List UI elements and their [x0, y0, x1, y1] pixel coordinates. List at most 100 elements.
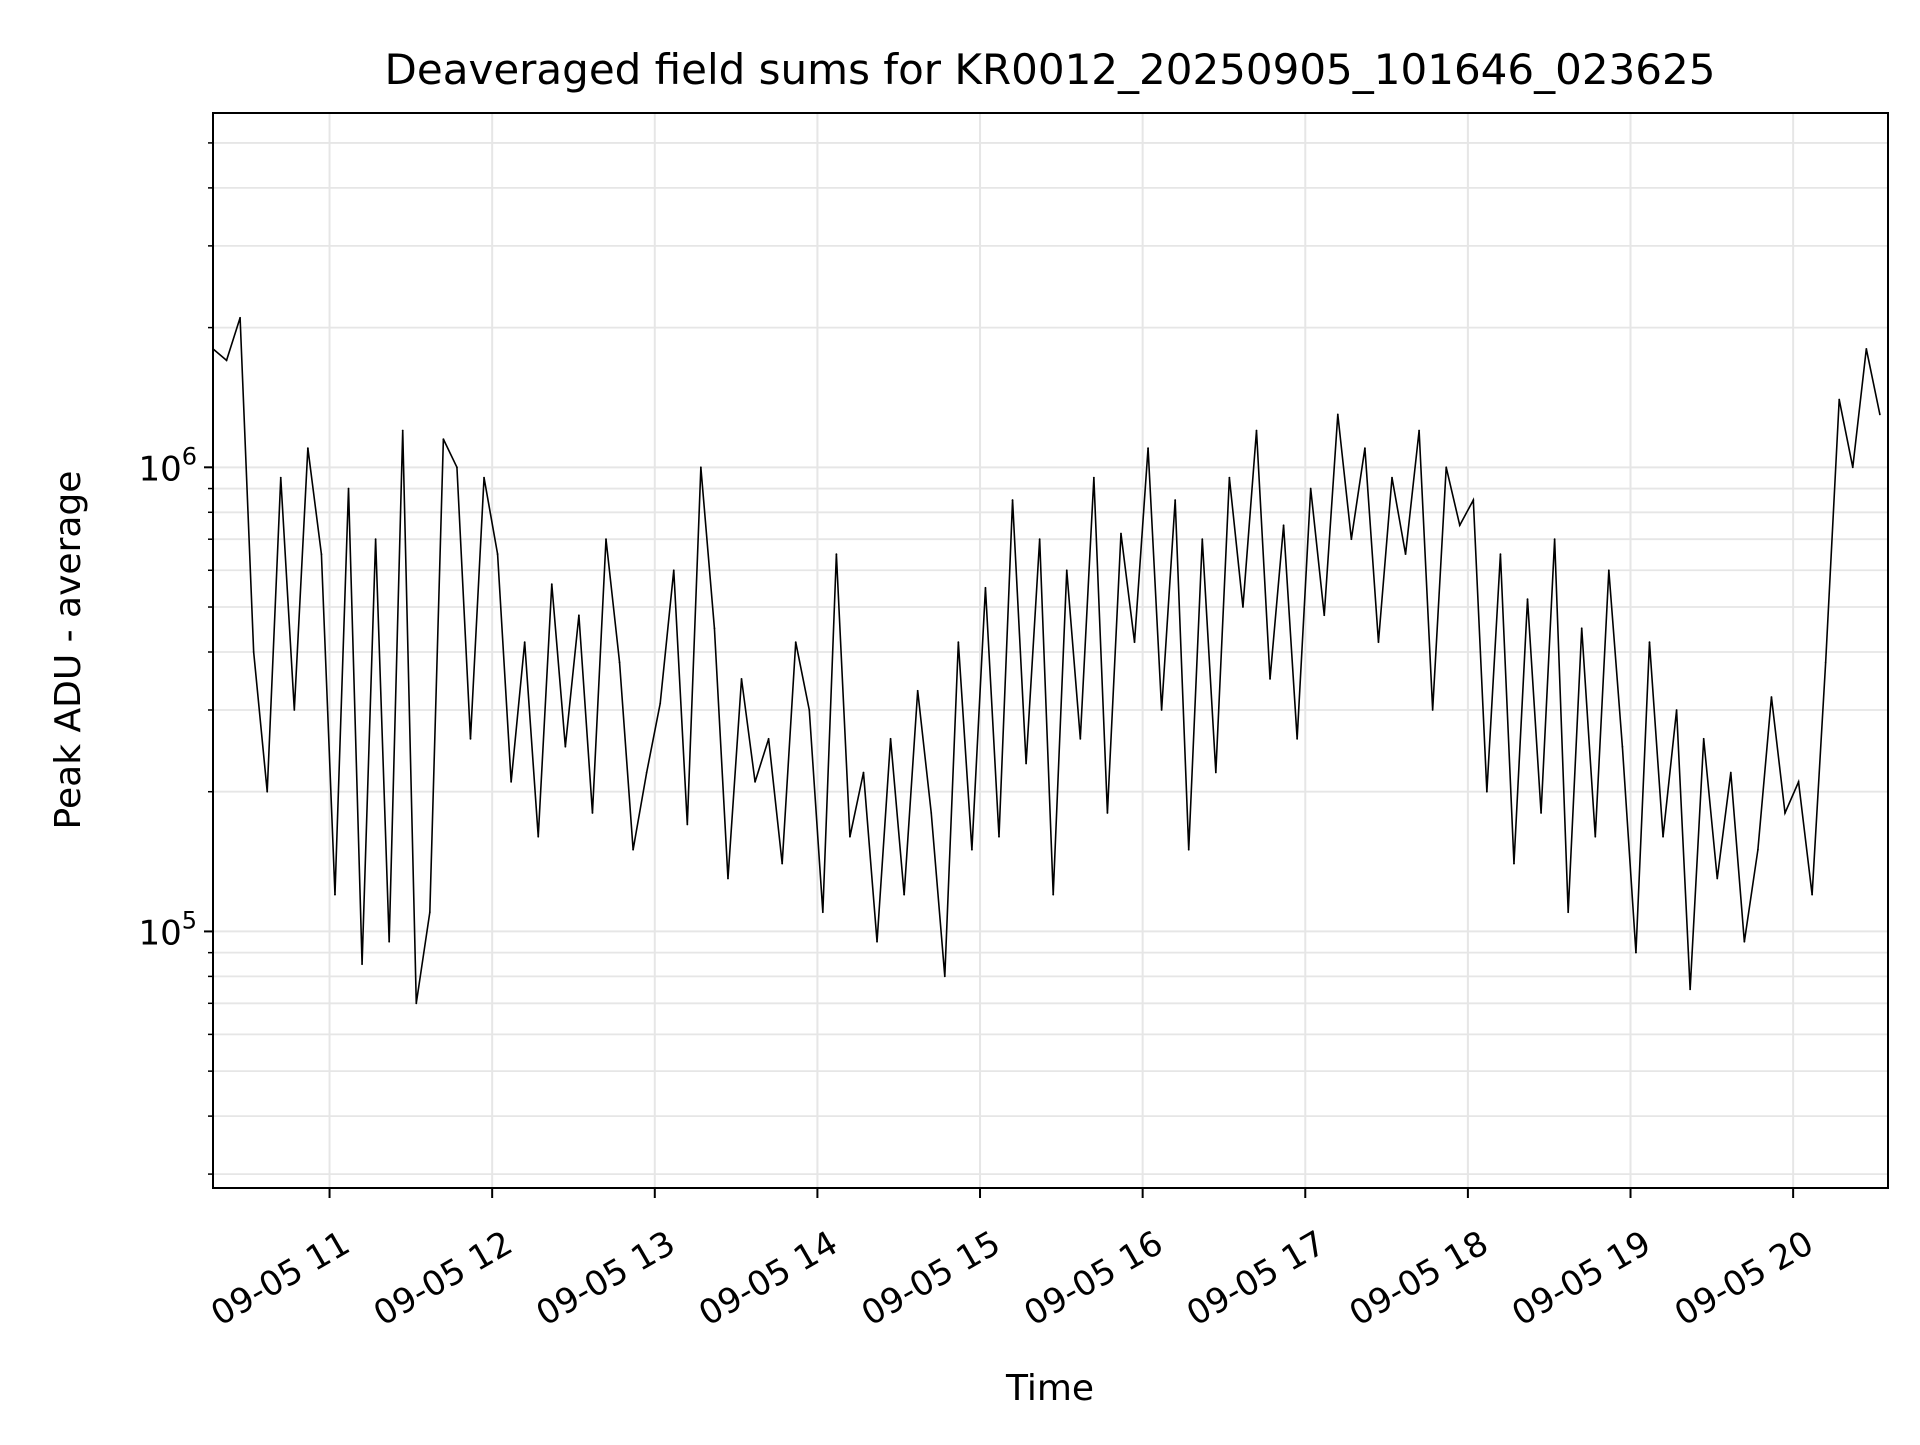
data-point	[496, 553, 499, 556]
data-point	[1336, 413, 1339, 416]
y-tick-label: 106	[138, 442, 197, 489]
data-point	[1865, 347, 1868, 350]
data-point	[849, 835, 851, 838]
data-point	[821, 911, 824, 914]
data-point	[1079, 737, 1082, 740]
data-point	[1553, 538, 1556, 541]
data-point	[1526, 598, 1529, 601]
data-point	[1797, 780, 1800, 783]
data-point	[645, 771, 648, 774]
data-point	[1404, 553, 1407, 556]
data-point	[794, 641, 797, 644]
data-point	[279, 476, 282, 479]
data-point	[1567, 911, 1570, 914]
data-point	[1540, 812, 1542, 814]
plot-frame	[212, 112, 1889, 1189]
data-point	[577, 614, 580, 617]
data-point	[1174, 499, 1177, 501]
data-point	[1052, 893, 1055, 896]
y-axis-label: Peak ADU - average	[48, 471, 89, 830]
data-point	[1702, 737, 1705, 740]
data-point	[1065, 569, 1068, 572]
data-point	[754, 780, 756, 783]
data-point	[727, 877, 729, 880]
data-point	[1025, 762, 1028, 765]
data-point	[428, 911, 431, 914]
data-point	[1106, 812, 1109, 814]
data-point	[1391, 476, 1393, 479]
data-point	[916, 689, 919, 692]
data-point	[1160, 709, 1163, 711]
data-point	[523, 641, 526, 644]
data-point	[1092, 476, 1095, 479]
data-point	[1458, 524, 1461, 527]
data-point	[1580, 627, 1583, 630]
data-point	[347, 487, 350, 490]
data-point	[1431, 709, 1434, 711]
data-point	[550, 583, 553, 586]
data-point	[930, 812, 933, 814]
data-point	[293, 709, 296, 711]
data-point	[1269, 678, 1271, 680]
data-point	[1377, 641, 1380, 644]
data-point	[1594, 835, 1597, 838]
data-point	[808, 709, 811, 711]
data-point	[361, 963, 363, 966]
data-point	[1364, 447, 1366, 450]
data-point	[239, 316, 242, 319]
data-point	[1499, 553, 1502, 556]
data-point	[1662, 835, 1664, 838]
data-point	[401, 429, 404, 432]
data-point	[320, 553, 323, 556]
data-point	[1824, 661, 1827, 664]
data-point	[1878, 413, 1881, 416]
data-point	[970, 848, 973, 851]
data-point	[957, 641, 960, 644]
y-tick-label: 105	[138, 906, 197, 953]
data-point	[388, 940, 391, 943]
data-point	[998, 835, 1000, 838]
data-point	[1242, 606, 1244, 608]
data-point	[943, 975, 946, 978]
data-point	[618, 661, 621, 664]
data-point	[1323, 614, 1326, 617]
data-point	[1675, 709, 1678, 711]
data-point	[862, 771, 865, 774]
data-point	[889, 737, 892, 740]
data-point	[686, 823, 689, 826]
series-layer	[212, 316, 1881, 1005]
data-point	[1038, 538, 1041, 541]
data-point	[510, 780, 513, 783]
data-point	[483, 476, 485, 479]
data-point	[306, 447, 309, 450]
data-point	[537, 835, 540, 838]
data-point	[1648, 641, 1651, 644]
data-point	[415, 1002, 418, 1005]
data-point	[1011, 499, 1014, 501]
grid-lines	[213, 113, 1888, 1188]
data-point	[1309, 487, 1312, 490]
data-point	[564, 745, 567, 748]
x-axis-label: Time	[1005, 1368, 1094, 1409]
data-point	[1621, 745, 1624, 748]
data-point	[1784, 812, 1786, 814]
data-point	[1296, 737, 1299, 740]
data-point	[1214, 771, 1217, 774]
data-point	[1228, 476, 1231, 479]
data-point	[1851, 466, 1854, 469]
data-point	[1418, 429, 1421, 432]
data-point	[1445, 466, 1448, 469]
data-point	[1282, 524, 1285, 527]
data-point	[767, 737, 770, 740]
data-point	[713, 627, 716, 630]
data-point	[252, 651, 255, 653]
data-point	[903, 893, 906, 896]
data-point	[225, 359, 228, 362]
series-line	[212, 317, 1881, 1004]
data-point	[984, 586, 987, 589]
data-point	[1513, 862, 1515, 865]
data-point	[672, 569, 675, 572]
